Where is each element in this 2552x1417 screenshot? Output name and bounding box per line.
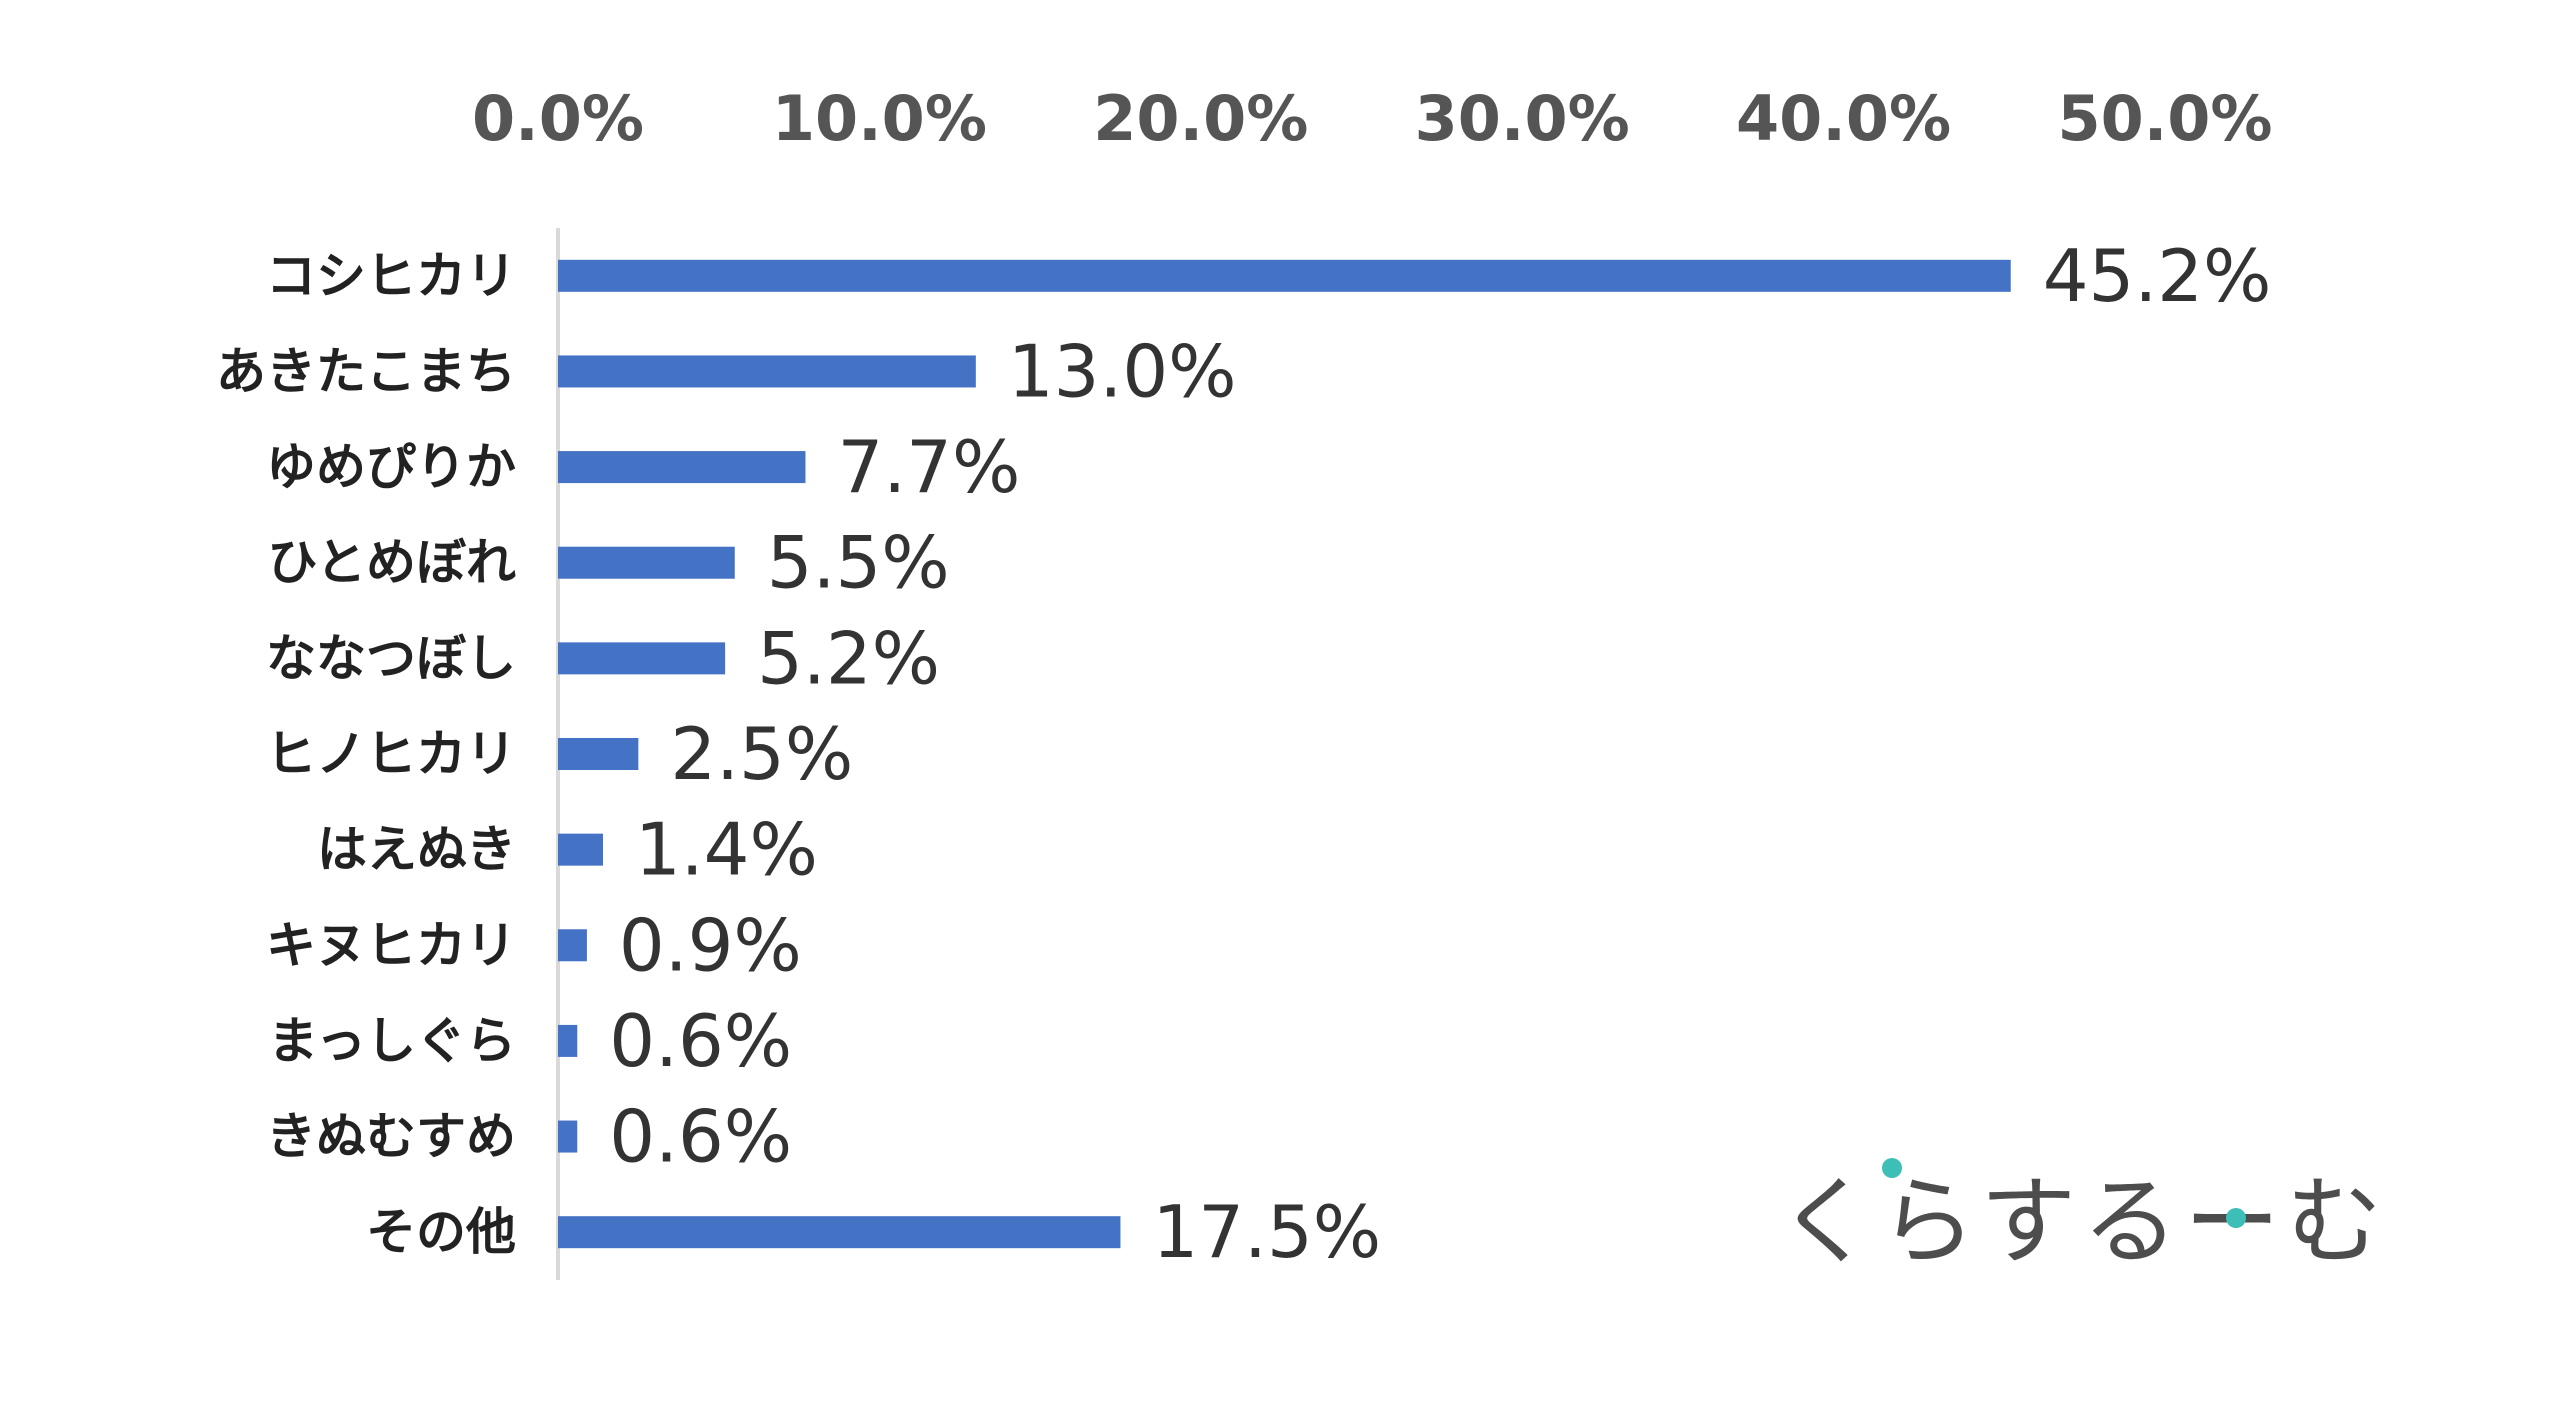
bar	[558, 929, 587, 962]
category-label: まっしぐら	[268, 1012, 516, 1070]
data-label: 0.9%	[619, 903, 802, 987]
bar	[558, 451, 806, 484]
bar	[558, 546, 735, 579]
bar	[558, 738, 639, 770]
logo-dot	[1882, 1158, 1902, 1178]
category-label: その他	[366, 1203, 516, 1261]
category-label: ゆめぴりか	[266, 438, 516, 496]
bar	[558, 355, 976, 388]
category-label: コシヒカリ	[266, 247, 516, 305]
data-label: 2.5%	[670, 712, 853, 796]
data-label: 0.6%	[609, 1095, 792, 1179]
x-tick-label: 0.0%	[472, 82, 644, 155]
data-label: 7.7%	[837, 425, 1020, 509]
bar	[558, 259, 2011, 292]
data-labels: 45.2% 13.0% 7.7% 5.5% 5.2% 2.5% 1.4% 0.9% 0.6% 0.…	[609, 234, 2271, 1274]
bar	[558, 1216, 1121, 1249]
x-tick-label: 20.0%	[1093, 82, 1308, 155]
category-label: ななつぼし	[266, 629, 516, 687]
data-label: 45.2%	[2043, 234, 2272, 318]
bar	[558, 1024, 578, 1057]
category-label: ひとめぼれ	[268, 534, 517, 592]
category-label: きぬむすめ	[266, 1108, 516, 1166]
logo-text: くらするーむ	[1778, 1166, 2388, 1278]
x-tick-label: 40.0%	[1736, 82, 1951, 155]
category-label: キヌヒカリ	[266, 916, 516, 974]
bars	[558, 259, 2011, 1249]
data-label: 0.6%	[609, 999, 792, 1083]
data-label: 17.5%	[1152, 1190, 1381, 1274]
category-label: ヒノヒカリ	[266, 725, 516, 783]
data-label: 5.2%	[757, 616, 940, 700]
logo: くらするーむ	[1778, 1158, 2388, 1278]
x-tick-label: 30.0%	[1415, 82, 1630, 155]
data-label: 1.4%	[635, 808, 818, 892]
category-labels: コシヒカリあきたこまちゆめぴりかひとめぼれななつぼしヒノヒカリはえぬきキヌヒカリ…	[216, 247, 516, 1261]
bar	[558, 833, 603, 866]
data-label: 13.0%	[1008, 329, 1237, 413]
category-label: あきたこまち	[216, 342, 516, 400]
logo-dot	[2226, 1208, 2246, 1228]
data-label: 5.5%	[767, 521, 950, 605]
category-label: はえぬき	[317, 821, 516, 879]
bar	[558, 642, 726, 675]
bar	[558, 1120, 578, 1153]
x-tick-label: 10.0%	[772, 82, 987, 155]
x-axis-tick-labels: 0.0% 10.0% 20.0% 30.0% 40.0% 50.0%	[472, 82, 2273, 155]
x-tick-label: 50.0%	[2057, 82, 2272, 155]
